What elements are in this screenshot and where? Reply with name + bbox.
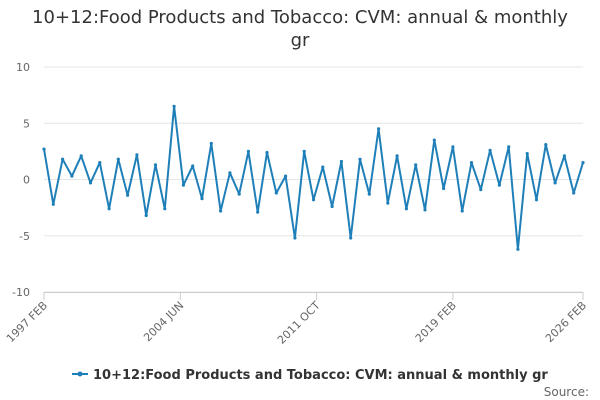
data-point[interactable]: [135, 153, 139, 157]
data-point[interactable]: [432, 138, 436, 142]
data-point[interactable]: [265, 150, 269, 155]
data-point[interactable]: [181, 183, 185, 187]
series-points: [42, 104, 585, 251]
data-point[interactable]: [79, 154, 83, 158]
data-point[interactable]: [544, 143, 548, 147]
chart-title-line-1: 10+12:Food Products and Tobacco: CVM: an…: [32, 7, 568, 28]
data-point[interactable]: [284, 174, 288, 178]
data-point[interactable]: [386, 201, 390, 205]
data-point[interactable]: [70, 174, 74, 178]
data-point[interactable]: [516, 247, 520, 251]
y-tick-label: 5: [23, 117, 30, 130]
data-point[interactable]: [358, 157, 362, 161]
chart-title-line-2: gr: [291, 30, 310, 51]
data-point[interactable]: [321, 165, 325, 169]
data-point[interactable]: [414, 163, 418, 167]
data-point[interactable]: [581, 161, 585, 165]
data-point[interactable]: [256, 210, 260, 214]
data-point[interactable]: [237, 192, 241, 196]
y-tick-label: 10: [16, 61, 30, 74]
source-credit[interactable]: Source:: [544, 385, 589, 399]
data-point[interactable]: [572, 191, 576, 195]
data-point[interactable]: [460, 209, 464, 213]
data-point[interactable]: [61, 157, 65, 161]
data-point[interactable]: [442, 186, 446, 191]
data-point[interactable]: [172, 104, 176, 108]
data-point[interactable]: [42, 147, 46, 151]
data-point[interactable]: [479, 188, 483, 192]
data-point[interactable]: [219, 209, 223, 213]
y-tick-label: 0: [23, 174, 30, 187]
data-point[interactable]: [107, 207, 111, 211]
y-tick-label: -5: [19, 230, 30, 243]
data-point[interactable]: [562, 154, 567, 158]
data-point[interactable]: [469, 161, 474, 165]
data-point[interactable]: [51, 202, 55, 206]
data-point[interactable]: [534, 198, 539, 202]
legend[interactable]: 10+12:Food Products and Tobacco: CVM: an…: [72, 368, 548, 383]
data-point[interactable]: [451, 145, 455, 149]
data-point[interactable]: [311, 198, 316, 202]
legend-label: 10+12:Food Products and Tobacco: CVM: an…: [93, 368, 548, 383]
data-point[interactable]: [339, 159, 343, 164]
data-point[interactable]: [98, 161, 102, 165]
data-point[interactable]: [507, 145, 511, 149]
data-point[interactable]: [404, 207, 408, 211]
data-point[interactable]: [191, 164, 195, 168]
data-point[interactable]: [246, 149, 250, 153]
data-point[interactable]: [116, 157, 120, 161]
data-point[interactable]: [423, 208, 427, 212]
data-point[interactable]: [349, 236, 353, 240]
data-point[interactable]: [377, 127, 381, 131]
data-point[interactable]: [144, 213, 148, 218]
data-point[interactable]: [497, 183, 501, 187]
data-point[interactable]: [200, 197, 204, 201]
data-point[interactable]: [293, 236, 297, 240]
y-tick-label: -10: [12, 286, 30, 299]
data-point[interactable]: [395, 154, 399, 158]
data-point[interactable]: [302, 149, 306, 153]
data-point[interactable]: [488, 148, 492, 152]
data-point[interactable]: [525, 152, 529, 156]
data-point[interactable]: [126, 193, 130, 197]
data-point[interactable]: [209, 141, 213, 146]
data-point[interactable]: [228, 171, 232, 175]
data-point[interactable]: [367, 192, 371, 196]
data-point[interactable]: [88, 181, 93, 185]
legend-marker-icon: [77, 371, 83, 377]
data-point[interactable]: [330, 204, 334, 209]
data-point[interactable]: [153, 163, 158, 167]
data-point[interactable]: [163, 207, 167, 211]
data-point[interactable]: [553, 181, 557, 185]
data-point[interactable]: [274, 191, 278, 195]
y-axis: 10 5 0 -5 -10: [12, 61, 30, 299]
